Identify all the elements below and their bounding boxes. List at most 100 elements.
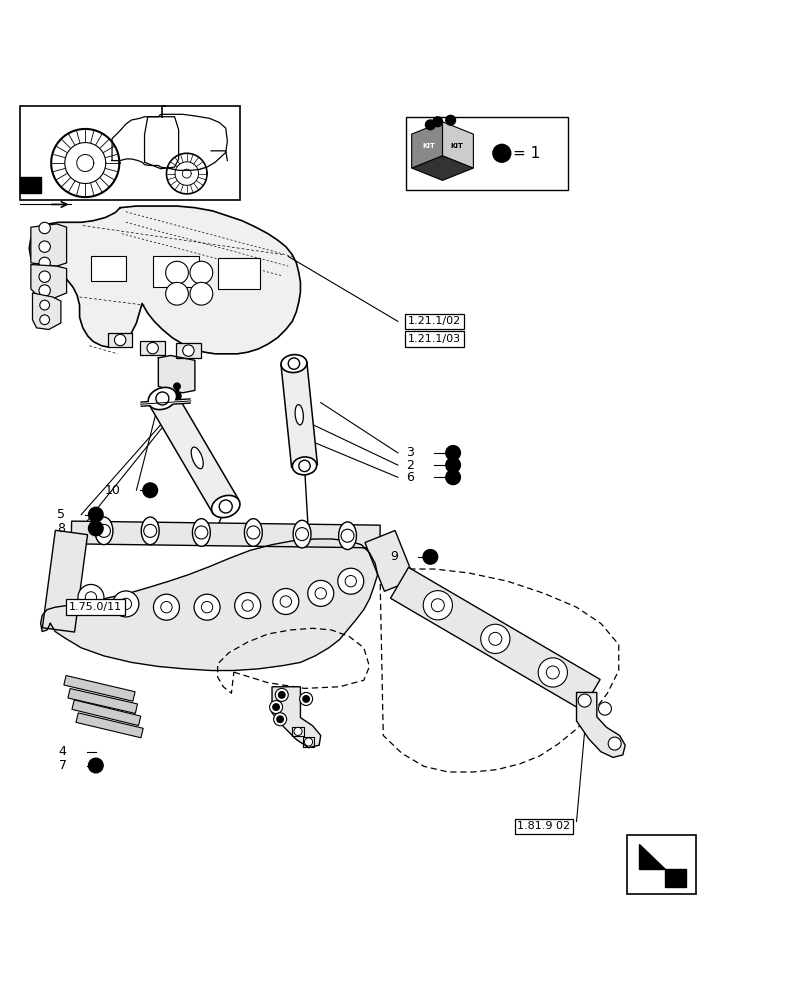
Circle shape xyxy=(165,261,188,284)
Bar xyxy=(406,117,568,190)
Text: 2: 2 xyxy=(406,459,414,472)
Circle shape xyxy=(445,470,460,485)
Ellipse shape xyxy=(148,387,176,410)
Circle shape xyxy=(219,500,232,513)
Circle shape xyxy=(577,694,590,707)
Circle shape xyxy=(114,334,126,346)
Circle shape xyxy=(144,524,157,537)
Circle shape xyxy=(492,144,510,162)
Polygon shape xyxy=(152,256,199,287)
Circle shape xyxy=(88,758,103,773)
Polygon shape xyxy=(31,265,67,299)
Text: 6: 6 xyxy=(406,471,414,484)
Polygon shape xyxy=(42,530,88,632)
Circle shape xyxy=(295,528,308,541)
Circle shape xyxy=(299,692,312,705)
Circle shape xyxy=(272,589,298,614)
Bar xyxy=(20,106,239,200)
Circle shape xyxy=(304,738,312,746)
Circle shape xyxy=(88,507,103,522)
Text: 5: 5 xyxy=(57,508,65,521)
Polygon shape xyxy=(149,391,238,514)
Polygon shape xyxy=(72,700,140,726)
Circle shape xyxy=(423,550,437,564)
Polygon shape xyxy=(64,676,135,701)
Circle shape xyxy=(88,521,103,536)
Circle shape xyxy=(445,458,460,472)
Text: 7: 7 xyxy=(58,759,67,772)
Circle shape xyxy=(607,737,620,750)
Circle shape xyxy=(190,261,212,284)
Polygon shape xyxy=(41,539,377,671)
Ellipse shape xyxy=(293,520,311,548)
Circle shape xyxy=(294,727,302,735)
Circle shape xyxy=(39,271,50,282)
Bar xyxy=(20,177,41,193)
Polygon shape xyxy=(29,206,300,354)
Circle shape xyxy=(307,580,333,606)
Circle shape xyxy=(120,598,131,610)
Polygon shape xyxy=(31,224,67,266)
Circle shape xyxy=(173,392,181,400)
Text: 3: 3 xyxy=(406,446,414,459)
Circle shape xyxy=(78,584,104,610)
Polygon shape xyxy=(76,713,143,738)
Circle shape xyxy=(278,692,285,698)
Text: 10: 10 xyxy=(104,484,120,497)
Polygon shape xyxy=(281,362,317,467)
Circle shape xyxy=(488,632,501,645)
Circle shape xyxy=(425,120,435,130)
Ellipse shape xyxy=(281,355,307,373)
Ellipse shape xyxy=(141,517,159,545)
Circle shape xyxy=(195,526,208,539)
Polygon shape xyxy=(91,256,126,281)
Circle shape xyxy=(480,624,509,653)
Circle shape xyxy=(85,592,97,603)
Polygon shape xyxy=(272,687,320,748)
Circle shape xyxy=(315,588,326,599)
Circle shape xyxy=(247,526,260,539)
Circle shape xyxy=(190,282,212,305)
Circle shape xyxy=(201,601,212,613)
Circle shape xyxy=(445,115,455,125)
Circle shape xyxy=(277,716,283,722)
Circle shape xyxy=(97,524,110,537)
Text: 1.75.0/11: 1.75.0/11 xyxy=(69,602,122,612)
Polygon shape xyxy=(71,521,380,548)
Circle shape xyxy=(445,446,460,460)
Circle shape xyxy=(39,285,50,296)
Polygon shape xyxy=(140,341,165,355)
Circle shape xyxy=(273,713,286,726)
Circle shape xyxy=(39,222,50,234)
Ellipse shape xyxy=(294,405,303,425)
Polygon shape xyxy=(442,122,473,168)
Ellipse shape xyxy=(192,519,210,546)
Circle shape xyxy=(39,257,50,269)
Circle shape xyxy=(156,392,169,405)
Text: 8: 8 xyxy=(57,522,65,535)
Polygon shape xyxy=(411,122,442,168)
Circle shape xyxy=(432,117,442,127)
Circle shape xyxy=(546,666,559,679)
Polygon shape xyxy=(176,343,200,358)
Circle shape xyxy=(345,576,356,587)
Circle shape xyxy=(298,460,310,472)
Circle shape xyxy=(143,483,157,498)
Circle shape xyxy=(431,599,444,612)
Circle shape xyxy=(538,658,567,687)
Polygon shape xyxy=(390,567,599,710)
Circle shape xyxy=(341,529,354,542)
Circle shape xyxy=(174,383,180,390)
Circle shape xyxy=(147,342,158,354)
Text: 1.81.9 02: 1.81.9 02 xyxy=(517,821,570,831)
Ellipse shape xyxy=(191,447,203,469)
Circle shape xyxy=(40,300,49,310)
Circle shape xyxy=(337,568,363,594)
Text: 1.21.1/02: 1.21.1/02 xyxy=(407,316,461,326)
Circle shape xyxy=(182,345,194,356)
Ellipse shape xyxy=(338,522,356,550)
Circle shape xyxy=(113,591,139,617)
Circle shape xyxy=(272,704,279,710)
Circle shape xyxy=(303,696,309,702)
Polygon shape xyxy=(32,293,61,329)
